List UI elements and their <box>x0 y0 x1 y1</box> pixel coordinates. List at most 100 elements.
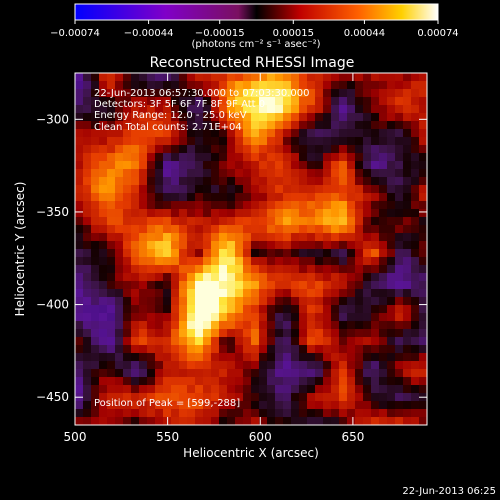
heatmap-cell <box>283 121 292 130</box>
heatmap-cell <box>419 409 427 418</box>
heatmap-cell <box>331 185 340 194</box>
heatmap-cell <box>387 233 396 242</box>
heatmap-cell <box>235 369 244 378</box>
heatmap-cell <box>259 113 268 122</box>
heatmap-cell <box>323 89 332 98</box>
heatmap-cell <box>307 321 316 330</box>
heatmap-cell <box>139 193 148 202</box>
heatmap-cell <box>131 169 140 178</box>
heatmap-cell <box>395 89 404 98</box>
heatmap-cell <box>267 161 276 170</box>
heatmap-cell <box>171 153 180 162</box>
heatmap-cell <box>139 353 148 362</box>
heatmap-cell <box>243 241 252 250</box>
heatmap-cell <box>139 409 148 418</box>
heatmap-cell <box>339 249 348 258</box>
heatmap-cell <box>155 153 164 162</box>
heatmap-cell <box>419 265 427 274</box>
heatmap-cell <box>219 305 228 314</box>
heatmap-cell <box>419 249 427 258</box>
heatmap-cell <box>227 241 236 250</box>
heatmap-cell <box>235 161 244 170</box>
heatmap-cell <box>219 329 228 338</box>
y-tick-label: −400 <box>36 298 69 312</box>
heatmap-cell <box>115 177 124 186</box>
colorbar-tick-label: 0.00044 <box>344 28 385 39</box>
heatmap-cell <box>371 97 380 106</box>
heatmap-cell <box>195 169 204 178</box>
heatmap-cell <box>75 401 84 410</box>
heatmap-cell <box>243 145 252 154</box>
heatmap-cell <box>211 361 220 370</box>
heatmap-cell <box>219 177 228 186</box>
heatmap-cell <box>339 321 348 330</box>
heatmap-cell <box>363 185 372 194</box>
heatmap-cell <box>355 369 364 378</box>
heatmap-cell <box>171 281 180 290</box>
heatmap-cell <box>147 393 156 402</box>
heatmap-cell <box>171 369 180 378</box>
heatmap-cell <box>403 361 412 370</box>
heatmap-cell <box>251 209 260 218</box>
heatmap-cell <box>275 353 284 362</box>
colorbar-tick-label: −0.00074 <box>50 28 100 39</box>
heatmap-cell <box>171 145 180 154</box>
heatmap-cell <box>379 81 388 90</box>
heatmap-cell <box>315 89 324 98</box>
heatmap-cell <box>123 369 132 378</box>
heatmap-cell <box>123 417 132 425</box>
heatmap-cell <box>171 97 180 106</box>
heatmap-cell <box>147 201 156 210</box>
heatmap-cell <box>131 105 140 114</box>
heatmap-cell <box>307 401 316 410</box>
heatmap-cell <box>315 73 324 82</box>
heatmap-cell <box>323 185 332 194</box>
heatmap-cell <box>291 329 300 338</box>
heatmap-cell <box>403 153 412 162</box>
heatmap-cell <box>307 217 316 226</box>
heatmap-cell <box>147 241 156 250</box>
heatmap-cell <box>107 401 116 410</box>
heatmap-cell <box>107 265 116 274</box>
heatmap-cell <box>83 249 92 258</box>
heatmap-cell <box>419 377 427 386</box>
heatmap-cell <box>195 393 204 402</box>
heatmap-cell <box>411 361 420 370</box>
heatmap-cell <box>347 105 356 114</box>
heatmap-cell <box>331 241 340 250</box>
heatmap-cell <box>139 305 148 314</box>
heatmap-cell <box>107 417 116 425</box>
heatmap-cell <box>355 153 364 162</box>
heatmap-cell <box>179 417 188 425</box>
heatmap-cell <box>251 353 260 362</box>
heatmap-cell <box>123 89 132 98</box>
heatmap-cell <box>195 233 204 242</box>
heatmap-cell <box>131 137 140 146</box>
heatmap-cell <box>227 185 236 194</box>
heatmap-cell <box>331 297 340 306</box>
heatmap-cell <box>203 313 212 322</box>
heatmap-cell <box>91 361 100 370</box>
heatmap-cell <box>115 417 124 425</box>
heatmap-cell <box>411 337 420 346</box>
heatmap-cell <box>147 337 156 346</box>
heatmap-cell <box>315 417 324 425</box>
heatmap-cell <box>235 193 244 202</box>
heatmap-cell <box>395 153 404 162</box>
heatmap-cell <box>403 185 412 194</box>
heatmap-cell <box>299 401 308 410</box>
heatmap-cell <box>235 217 244 226</box>
heatmap-cell <box>251 241 260 250</box>
heatmap-cell <box>211 161 220 170</box>
heatmap-cell <box>211 313 220 322</box>
heatmap-cell <box>235 305 244 314</box>
heatmap-cell <box>411 409 420 418</box>
heatmap-cell <box>91 233 100 242</box>
heatmap-cell <box>315 297 324 306</box>
heatmap-cell <box>275 225 284 234</box>
heatmap-cell <box>211 129 220 138</box>
heatmap-cell <box>403 241 412 250</box>
heatmap-cell <box>291 297 300 306</box>
heatmap-cell <box>363 305 372 314</box>
heatmap-cell <box>219 409 228 418</box>
